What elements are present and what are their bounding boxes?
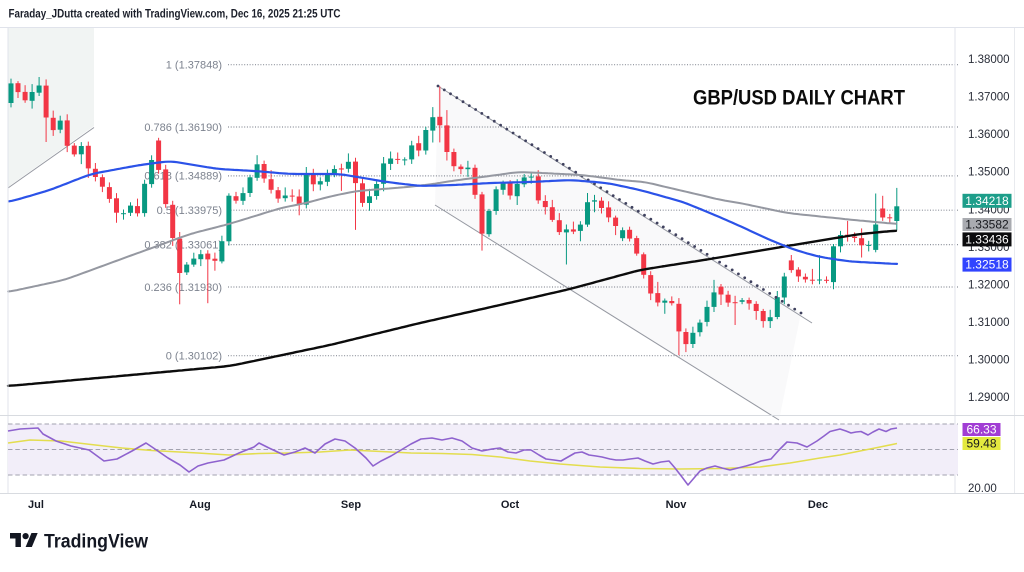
svg-text:0.618 (1.34889): 0.618 (1.34889): [144, 171, 222, 183]
svg-text:59.48: 59.48: [966, 437, 996, 451]
svg-text:Dec: Dec: [808, 499, 828, 511]
svg-text:0.236 (1.31930): 0.236 (1.31930): [144, 282, 222, 294]
svg-text:1.36000: 1.36000: [968, 129, 1010, 141]
svg-text:0 (1.30102): 0 (1.30102): [166, 351, 222, 363]
svg-text:GBP/USD DAILY CHART: GBP/USD DAILY CHART: [693, 86, 905, 110]
svg-text:TradingView: TradingView: [44, 531, 149, 553]
svg-text:0.5 (1.33975): 0.5 (1.33975): [157, 205, 222, 217]
svg-text:1.31000: 1.31000: [968, 317, 1010, 329]
svg-text:1.34218: 1.34218: [965, 194, 1009, 208]
svg-text:1.33436: 1.33436: [965, 232, 1009, 246]
svg-text:20.00: 20.00: [968, 483, 997, 495]
svg-text:66.33: 66.33: [966, 423, 996, 437]
svg-text:Sep: Sep: [341, 499, 361, 511]
svg-text:Nov: Nov: [666, 499, 688, 511]
svg-text:Faraday_JDutta created with Tr: Faraday_JDutta created with TradingView.…: [9, 7, 341, 21]
svg-text:1.38000: 1.38000: [968, 54, 1010, 66]
svg-text:Jul: Jul: [28, 499, 44, 511]
svg-text:0.786 (1.36190): 0.786 (1.36190): [144, 122, 222, 134]
svg-text:1.33582: 1.33582: [965, 218, 1009, 232]
svg-text:1.35000: 1.35000: [968, 167, 1010, 179]
svg-text:Aug: Aug: [189, 499, 210, 511]
svg-text:1.32518: 1.32518: [965, 258, 1009, 272]
svg-text:Oct: Oct: [501, 499, 520, 511]
svg-text:1 (1.37848): 1 (1.37848): [166, 60, 222, 72]
svg-text:1.32000: 1.32000: [968, 279, 1010, 291]
svg-text:1.37000: 1.37000: [968, 92, 1010, 104]
svg-text:1.30000: 1.30000: [968, 355, 1010, 367]
svg-text:1.29000: 1.29000: [968, 392, 1010, 404]
svg-text:0.382 (1.33061): 0.382 (1.33061): [144, 239, 222, 251]
